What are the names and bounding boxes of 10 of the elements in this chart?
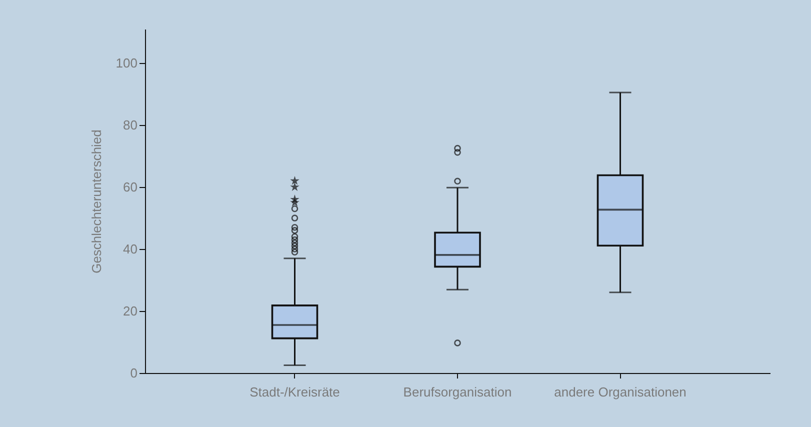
x-tick-label: andere Organisationen <box>554 384 686 400</box>
x-tick-label: Stadt-/Kreisräte <box>250 384 340 400</box>
y-tick-label: 100 <box>116 56 138 71</box>
y-tick-label: 60 <box>123 180 138 195</box>
y-tick-label: 80 <box>123 118 138 133</box>
y-tick-label: 40 <box>123 242 138 257</box>
y-axis-title: Geschlechterunterschied <box>88 130 104 274</box>
y-tick-label: 20 <box>123 304 138 319</box>
x-tick-label: Berufsorganisation <box>403 384 512 400</box>
y-tick-label: 0 <box>130 366 138 380</box>
